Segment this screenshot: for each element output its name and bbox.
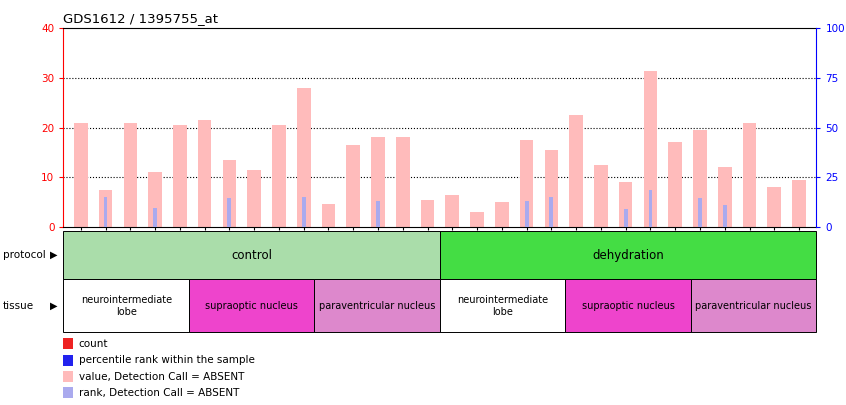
Bar <box>649 190 652 227</box>
Bar <box>519 140 534 227</box>
Bar <box>722 205 727 227</box>
Bar <box>371 138 385 227</box>
Text: supraoptic nucleus: supraoptic nucleus <box>582 301 674 311</box>
Text: control: control <box>231 249 272 262</box>
Text: paraventricular nucleus: paraventricular nucleus <box>319 301 436 311</box>
Text: paraventricular nucleus: paraventricular nucleus <box>695 301 812 311</box>
Bar <box>446 194 459 227</box>
Bar <box>63 339 73 350</box>
Bar <box>644 70 657 227</box>
Bar <box>222 160 236 227</box>
Bar <box>297 88 310 227</box>
Bar <box>619 182 633 227</box>
Bar <box>396 138 409 227</box>
Bar <box>63 355 73 366</box>
Bar <box>376 201 380 227</box>
Text: neurointermediate
lobe: neurointermediate lobe <box>80 295 172 317</box>
Bar <box>63 279 189 332</box>
Text: count: count <box>79 339 108 349</box>
Text: protocol: protocol <box>3 250 46 260</box>
Text: value, Detection Call = ABSENT: value, Detection Call = ABSENT <box>79 372 244 382</box>
Bar <box>495 202 508 227</box>
Bar <box>173 125 187 227</box>
Bar <box>693 130 706 227</box>
Bar <box>792 180 806 227</box>
Bar <box>525 201 529 227</box>
Bar <box>718 167 732 227</box>
Bar <box>470 212 484 227</box>
Text: percentile rank within the sample: percentile rank within the sample <box>79 356 255 365</box>
Bar <box>63 387 73 398</box>
Bar <box>153 208 157 227</box>
Bar <box>549 197 553 227</box>
Bar <box>624 209 628 227</box>
Bar <box>440 231 816 279</box>
Text: tissue: tissue <box>3 301 34 311</box>
Text: GDS1612 / 1395755_at: GDS1612 / 1395755_at <box>63 12 218 25</box>
Text: supraoptic nucleus: supraoptic nucleus <box>206 301 298 311</box>
Bar <box>321 205 335 227</box>
Bar <box>565 279 691 332</box>
Bar <box>302 197 305 227</box>
Text: neurointermediate
lobe: neurointermediate lobe <box>457 295 548 317</box>
Text: ▶: ▶ <box>50 301 57 311</box>
Bar <box>189 279 315 332</box>
Bar <box>99 190 113 227</box>
Bar <box>104 197 107 227</box>
Bar <box>198 120 212 227</box>
Bar <box>315 279 440 332</box>
Text: dehydration: dehydration <box>592 249 664 262</box>
Bar <box>668 143 682 227</box>
Bar <box>440 279 565 332</box>
Bar <box>63 231 440 279</box>
Bar <box>767 187 781 227</box>
Bar <box>148 172 162 227</box>
Bar <box>74 123 88 227</box>
Bar <box>691 279 816 332</box>
Bar <box>124 123 137 227</box>
Bar <box>346 145 360 227</box>
Bar <box>420 200 434 227</box>
Text: ▶: ▶ <box>50 250 57 260</box>
Text: rank, Detection Call = ABSENT: rank, Detection Call = ABSENT <box>79 388 239 398</box>
Bar <box>569 115 583 227</box>
Bar <box>545 150 558 227</box>
Bar <box>594 165 607 227</box>
Bar <box>743 123 756 227</box>
Bar <box>247 170 261 227</box>
Bar <box>228 198 231 227</box>
Bar <box>698 198 702 227</box>
Bar <box>272 125 286 227</box>
Bar <box>63 371 73 382</box>
